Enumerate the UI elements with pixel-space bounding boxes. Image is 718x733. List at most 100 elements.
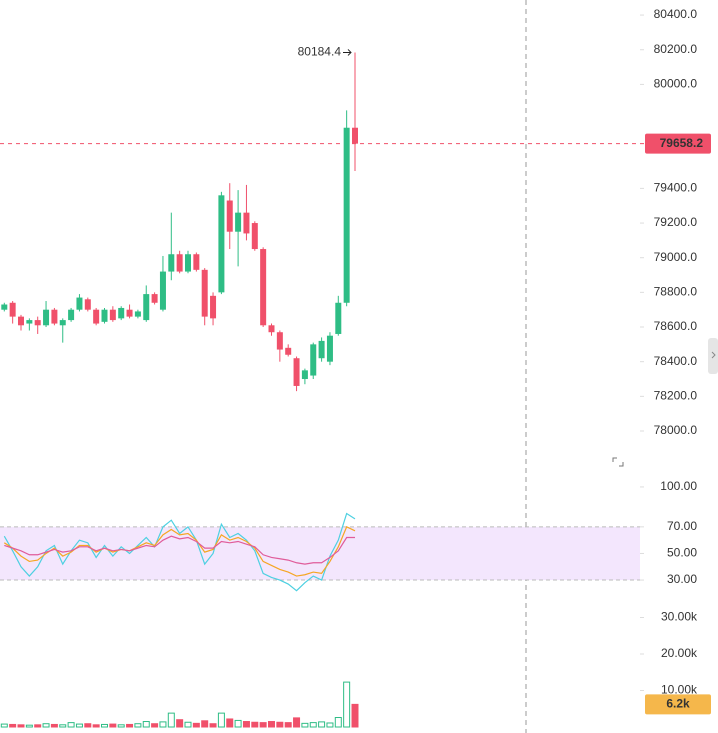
volume-bar <box>343 681 351 728</box>
volume-bar <box>201 720 209 728</box>
y-tick-label: 10.00k <box>661 683 698 697</box>
volume-bar <box>59 724 67 728</box>
volume-bar <box>167 712 175 728</box>
current-volume-box <box>645 694 711 715</box>
candle-body <box>343 127 350 303</box>
volume-bar <box>318 721 326 728</box>
rsi-band <box>0 526 640 581</box>
volume-bar <box>142 721 150 728</box>
candle-body <box>185 254 191 272</box>
y-tick-label: 100.00 <box>660 479 697 493</box>
y-tick-label: 80200.0 <box>654 42 698 56</box>
candle-body <box>318 340 325 359</box>
candle-body <box>126 309 133 317</box>
volume-bar <box>25 724 33 728</box>
candle-body <box>260 249 267 326</box>
current-volume-label: 6.2k <box>666 697 690 711</box>
candle-body <box>243 212 250 234</box>
volume-bar <box>17 724 25 728</box>
candle-body <box>285 347 292 355</box>
y-tick-label: 79400.0 <box>654 181 698 195</box>
candle-body <box>134 311 141 317</box>
candle-body <box>143 294 150 321</box>
volume-bar <box>192 722 200 728</box>
volume-bar <box>101 723 108 728</box>
y-tick-label: 80000.0 <box>654 77 698 91</box>
y-tick-label: 70.00 <box>667 519 697 533</box>
candle-body <box>352 127 358 144</box>
volume-bar <box>293 717 301 728</box>
candle-body <box>76 297 83 310</box>
candle-body <box>118 307 125 319</box>
expand-icon[interactable] <box>612 457 624 467</box>
candle-body <box>68 309 75 321</box>
candle-body <box>193 254 200 270</box>
candle-body <box>1 304 8 310</box>
volume-bar <box>134 723 142 728</box>
volume-bar <box>34 724 42 728</box>
volume-bar <box>0 723 8 728</box>
rsi-line <box>4 535 355 565</box>
volume-bar <box>75 723 83 728</box>
candle-body <box>335 302 342 334</box>
expand-button[interactable] <box>608 452 628 472</box>
scroll-handle[interactable] <box>708 338 718 374</box>
volume-bar <box>234 719 242 728</box>
candle-body <box>326 335 333 362</box>
y-tick-label: 78600.0 <box>654 319 698 333</box>
candle-body <box>235 212 242 232</box>
candle-body <box>51 309 58 324</box>
candle-body <box>210 295 217 319</box>
candle-body <box>18 316 24 326</box>
candle-body <box>9 302 16 317</box>
scroll-arrow[interactable] <box>711 351 716 359</box>
volume-bar <box>117 724 125 728</box>
volume-bar <box>334 717 342 728</box>
volume-bar <box>251 721 259 728</box>
volume-bar <box>67 722 75 728</box>
high-annotation: 80184.4 <box>298 45 342 59</box>
y-tick-label: 20.00k <box>661 646 698 660</box>
volume-bar <box>259 722 267 728</box>
candle-body <box>84 299 91 310</box>
volume-bar <box>126 723 134 728</box>
candle-body <box>151 294 158 303</box>
volume-bar <box>309 722 317 728</box>
volume-bar <box>284 722 292 728</box>
volume-bar <box>50 723 58 728</box>
candle-body <box>109 309 116 321</box>
volume-bar <box>242 721 250 728</box>
candle-body <box>268 325 275 333</box>
y-tick-label: 78000.0 <box>654 423 698 437</box>
y-tick-label: 79200.0 <box>654 215 698 229</box>
volume-bar <box>184 721 192 728</box>
candle-body <box>218 195 225 293</box>
y-tick-label: 50.00 <box>667 546 697 560</box>
volume-bar <box>268 721 275 728</box>
candle-body <box>159 271 166 310</box>
volume-bar <box>42 723 50 728</box>
candle-body <box>310 344 317 376</box>
candle-body <box>176 254 183 272</box>
volume-bar <box>351 703 359 728</box>
candle-body <box>226 200 233 232</box>
volume-bar <box>151 723 159 728</box>
last-price-label: 79658.2 <box>660 136 704 150</box>
y-tick-label: 30.00 <box>667 572 697 586</box>
candle-body <box>168 254 175 272</box>
volume-bar <box>217 712 225 728</box>
volume-bar <box>159 721 167 728</box>
candle-body <box>276 332 283 350</box>
candle-body <box>26 320 33 324</box>
candle-body <box>59 320 66 326</box>
volume-bar <box>209 723 217 728</box>
candle-body <box>293 358 300 386</box>
y-tick-label: 78200.0 <box>654 389 698 403</box>
candle-body <box>34 320 41 326</box>
candle-body <box>43 309 50 326</box>
candle-body <box>251 223 258 250</box>
y-tick-label: 79000.0 <box>654 250 698 264</box>
y-tick-label: 80400.0 <box>654 7 698 21</box>
